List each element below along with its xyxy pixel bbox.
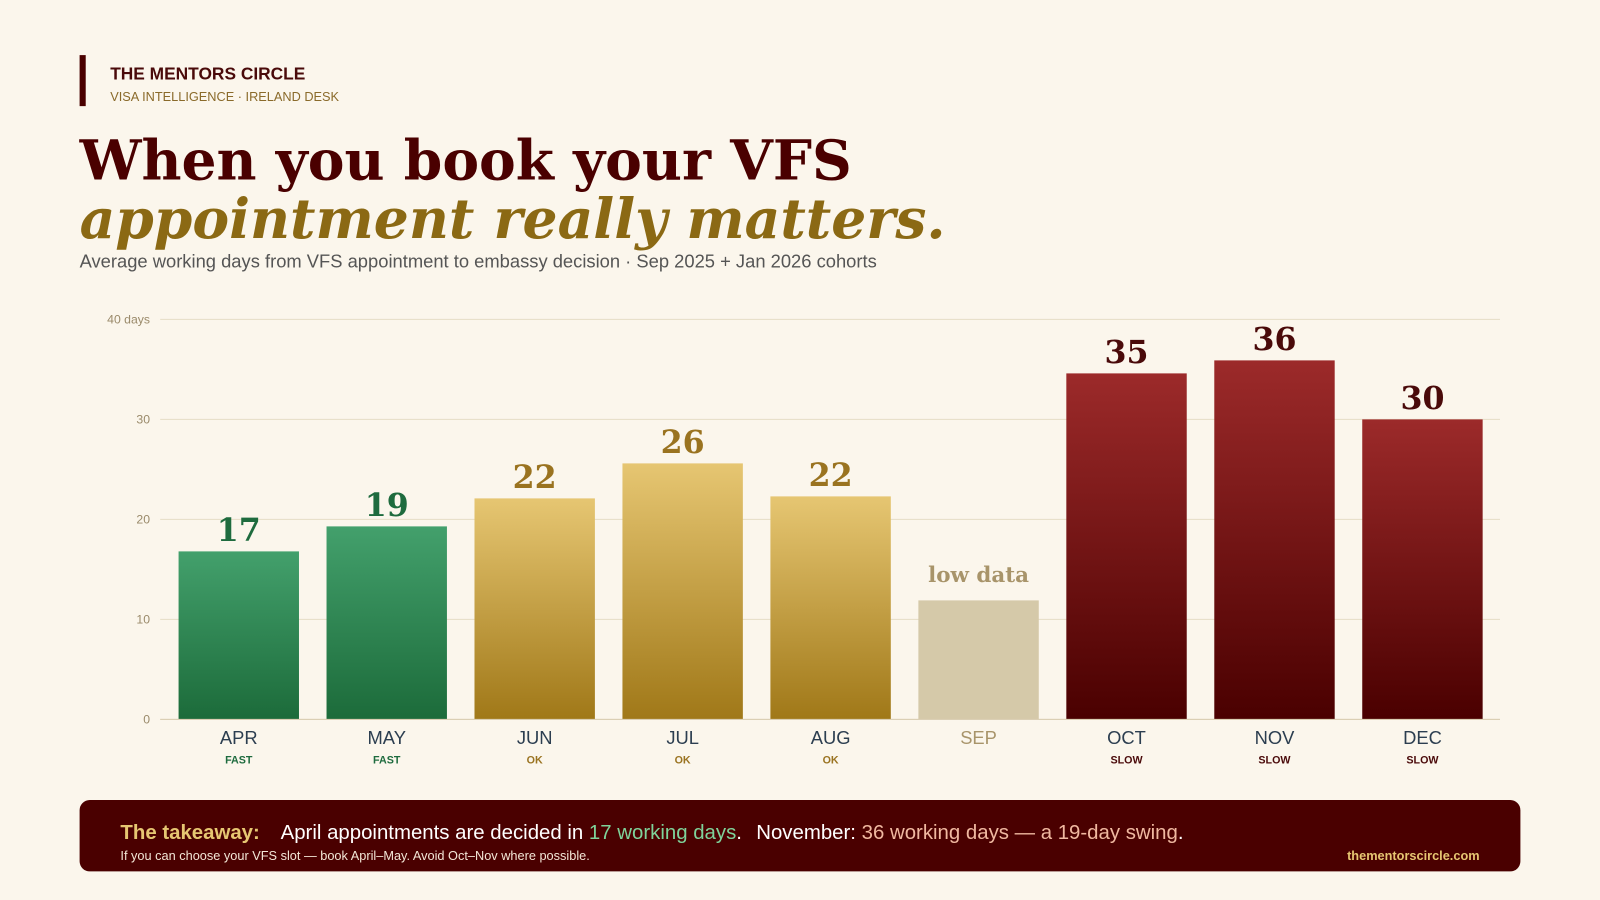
value-label: 26 <box>661 424 705 461</box>
speed-label: SLOW <box>1406 754 1439 766</box>
takeaway-box <box>79 800 1521 872</box>
takeaway-part: April appointments are decided in <box>281 822 589 844</box>
takeaway-part: . <box>736 822 742 844</box>
x-tick-label: AUG <box>811 727 851 748</box>
x-tick-label: NOV <box>1255 727 1296 748</box>
takeaway-label: The takeaway: <box>120 822 259 844</box>
x-tick-label: OCT <box>1107 727 1146 748</box>
x-tick-label: SEP <box>960 727 997 748</box>
speed-label: OK <box>675 754 691 766</box>
value-label: 36 <box>1252 321 1296 358</box>
chart: 0 10 20 30 40 days 17 APR FAST 19 MAY FAST 22 JUN OK 2… <box>107 312 1500 766</box>
speed-label: FAST <box>225 754 253 766</box>
x-tick-label: DEC <box>1403 727 1442 748</box>
takeaway-text: April appointments are decided in 17 wor… <box>281 822 1184 844</box>
title: When you book your VFS <box>79 128 852 193</box>
speed-label: OK <box>527 754 543 766</box>
speed-label: OK <box>823 754 839 766</box>
bar <box>1066 373 1187 720</box>
y-tick-label: 30 <box>136 412 150 426</box>
value-label: 35 <box>1105 334 1149 371</box>
x-tick-label: JUN <box>517 727 553 748</box>
value-label: 19 <box>365 487 409 524</box>
value-label: low data <box>928 563 1029 588</box>
bar <box>1214 360 1335 720</box>
takeaway-part: . <box>1178 822 1184 844</box>
bar <box>178 551 299 720</box>
value-label: 30 <box>1400 380 1444 417</box>
value-label: 22 <box>809 457 853 494</box>
value-label: 17 <box>217 512 261 549</box>
x-tick-label: MAY <box>368 727 406 748</box>
takeaway-note: If you can choose your VFS slot — book A… <box>120 848 589 863</box>
bar <box>918 600 1039 720</box>
takeaway-part: November: <box>756 822 861 844</box>
bar <box>326 526 447 720</box>
speed-label: FAST <box>373 754 401 766</box>
x-tick-label: JUL <box>666 727 699 748</box>
bar <box>474 498 595 720</box>
y-tick-label: 10 <box>136 612 150 626</box>
speed-label: SLOW <box>1110 754 1143 766</box>
brand-bar <box>79 55 86 107</box>
brand-name: THE MENTORS CIRCLE <box>110 64 305 84</box>
value-label: 22 <box>513 459 557 496</box>
takeaway-highlight: 36 working days — a 19-day swing <box>862 822 1178 844</box>
bar <box>622 463 743 720</box>
title-emphasis: appointment really matters. <box>80 186 946 251</box>
bar <box>1362 419 1483 720</box>
bar <box>770 496 891 720</box>
y-tick-label: 20 <box>136 512 150 526</box>
takeaway-highlight: 17 working days <box>589 822 736 844</box>
y-tick-label: 0 <box>143 712 150 726</box>
y-tick-label: 40 days <box>107 312 150 326</box>
subtitle: Average working days from VFS appointmen… <box>80 250 877 271</box>
speed-label: SLOW <box>1258 754 1291 766</box>
brand-desk: VISA INTELLIGENCE · IRELAND DESK <box>110 89 339 104</box>
site-link[interactable]: thementorscircle.com <box>1347 848 1480 863</box>
x-tick-label: APR <box>220 727 258 748</box>
